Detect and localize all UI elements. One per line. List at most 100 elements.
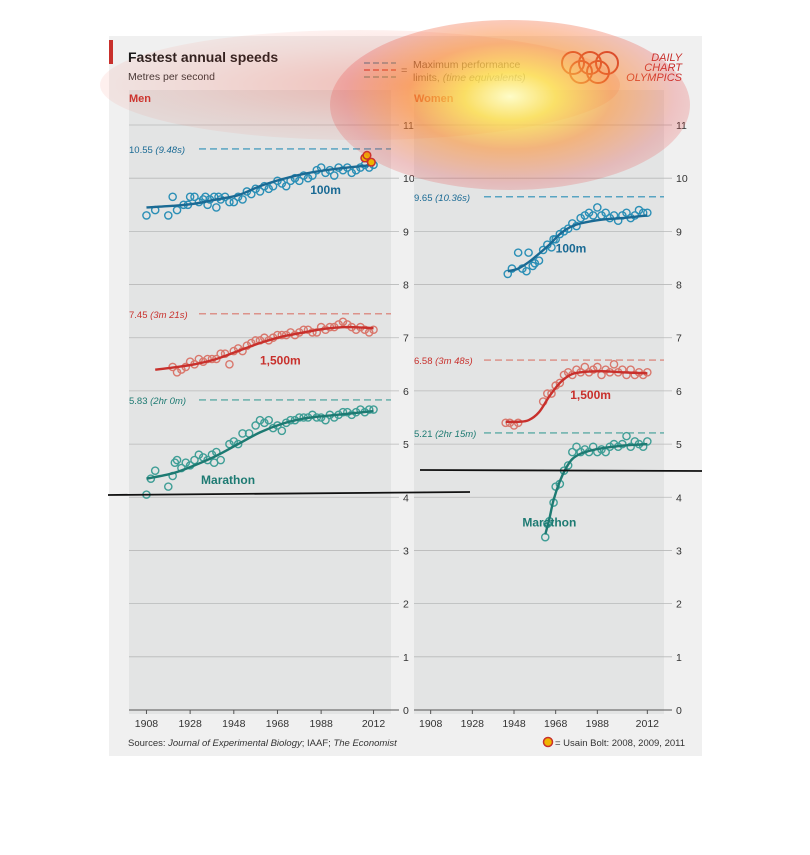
data-point [233,439,243,449]
trend-line [544,442,648,535]
logo-line3: OLYMPICS [626,72,683,84]
data-point [255,187,265,196]
stray-stroke [419,469,703,472]
data-point [547,389,556,398]
data-point [618,439,627,449]
series-label: 1,500m [570,388,611,402]
trend-line [505,370,648,424]
trend-line [155,325,374,371]
data-point [538,245,548,255]
y-tick-label: 10 [403,173,415,185]
data-point [229,197,239,207]
x-tick-label: 1988 [309,718,333,730]
y-tick-label: 2 [403,599,409,611]
data-point [225,360,234,369]
y-tick-label: 9 [676,226,682,238]
stray-stroke [107,491,471,496]
data-point [369,405,378,414]
data-point [613,216,623,226]
data-point [277,426,287,436]
data-point [343,407,352,417]
data-point [563,224,573,234]
series-middle: 6.58 (3m 48s) 1,500m [414,356,664,430]
data-point [580,362,590,372]
series-marathon: 5.21 (2hr 15m) Marathon [414,429,664,542]
data-point [338,317,348,327]
data-point [212,203,221,212]
data-point [181,458,191,468]
panel-title: Women [414,93,454,105]
series-sprint: 9.65 (10.36s) 100m [414,193,664,279]
data-point [150,466,160,475]
y-tick-label: 3 [676,545,682,557]
y-tick-label: 0 [403,705,409,717]
series-label: Marathon [522,516,576,530]
data-point [264,415,274,425]
data-point [225,197,234,207]
data-point [513,248,523,257]
x-tick-label: 1948 [502,718,526,730]
y-tick-label: 11 [676,120,687,132]
data-point [588,211,598,220]
data-point [264,184,274,194]
bolt-note: = Usain Bolt: 2008, 2009, 2011 [555,738,685,749]
data-point [626,442,635,452]
y-tick-label: 1 [403,652,409,664]
y-tick-label: 8 [403,280,409,292]
limit-label: 10.55 (9.48s) [129,145,185,156]
series-middle: 7.45 (3m 21s) 1,500m [129,310,391,377]
series-label: 100m [310,183,341,197]
series-label: Marathon [201,473,255,487]
panel-men: Men 0 1 2 3 4 5 6 7 8 9 10 11 1908 1928 1948 1968 1988 201… [129,90,415,730]
y-tick-label: 6 [676,386,682,398]
data-point [609,360,619,369]
bolt-marker [366,157,376,167]
y-tick-label: 7 [403,333,409,345]
limit-label: 9.65 (10.36s) [414,193,470,204]
data-point [316,322,326,332]
x-tick-label: 1928 [461,718,485,730]
panel-title: Men [129,93,151,105]
data-point [522,266,531,276]
data-point [172,455,182,465]
limit-label: 7.45 (3m 21s) [129,310,188,321]
y-tick-label: 6 [403,386,409,398]
data-point [338,407,348,417]
data-point [190,455,199,465]
chart-title: Fastest annual speeds [128,49,278,65]
y-tick-label: 8 [676,280,682,292]
footer: Sources: Journal of Experimental Biology… [128,736,685,749]
y-tick-label: 7 [676,333,682,345]
panel-women: Women 0 1 2 3 4 5 6 7 8 9 10 11 1908 1928 1948 1968 1988 2… [414,90,688,730]
bolt-legend-marker [542,736,554,748]
data-point [524,248,533,257]
data-point [238,195,247,204]
data-point [201,192,210,202]
trend-line [507,214,648,273]
trend-line [146,409,374,480]
data-point [364,405,374,414]
data-point [572,442,581,452]
sources-note: Sources: Journal of Experimental Biology… [128,738,397,749]
data-point [360,325,370,335]
title-bar [109,40,113,64]
y-tick-label: 11 [403,120,414,132]
y-tick-label: 3 [403,545,409,557]
y-tick-label: 5 [676,439,682,451]
x-tick-label: 1908 [135,718,159,730]
chart-subtitle: Metres per second [128,71,215,83]
data-point [163,211,173,220]
data-point [294,176,304,186]
y-tick-label: 5 [403,439,409,451]
data-point [255,415,265,425]
limit-label: 6.58 (3m 48s) [414,356,473,367]
data-point [163,482,173,491]
data-point [260,418,269,428]
series-label: 100m [556,242,587,256]
x-tick-label: 1968 [266,718,290,730]
data-point [555,378,565,388]
data-point [185,192,195,202]
data-point [563,461,573,470]
x-tick-label: 1928 [178,718,202,730]
